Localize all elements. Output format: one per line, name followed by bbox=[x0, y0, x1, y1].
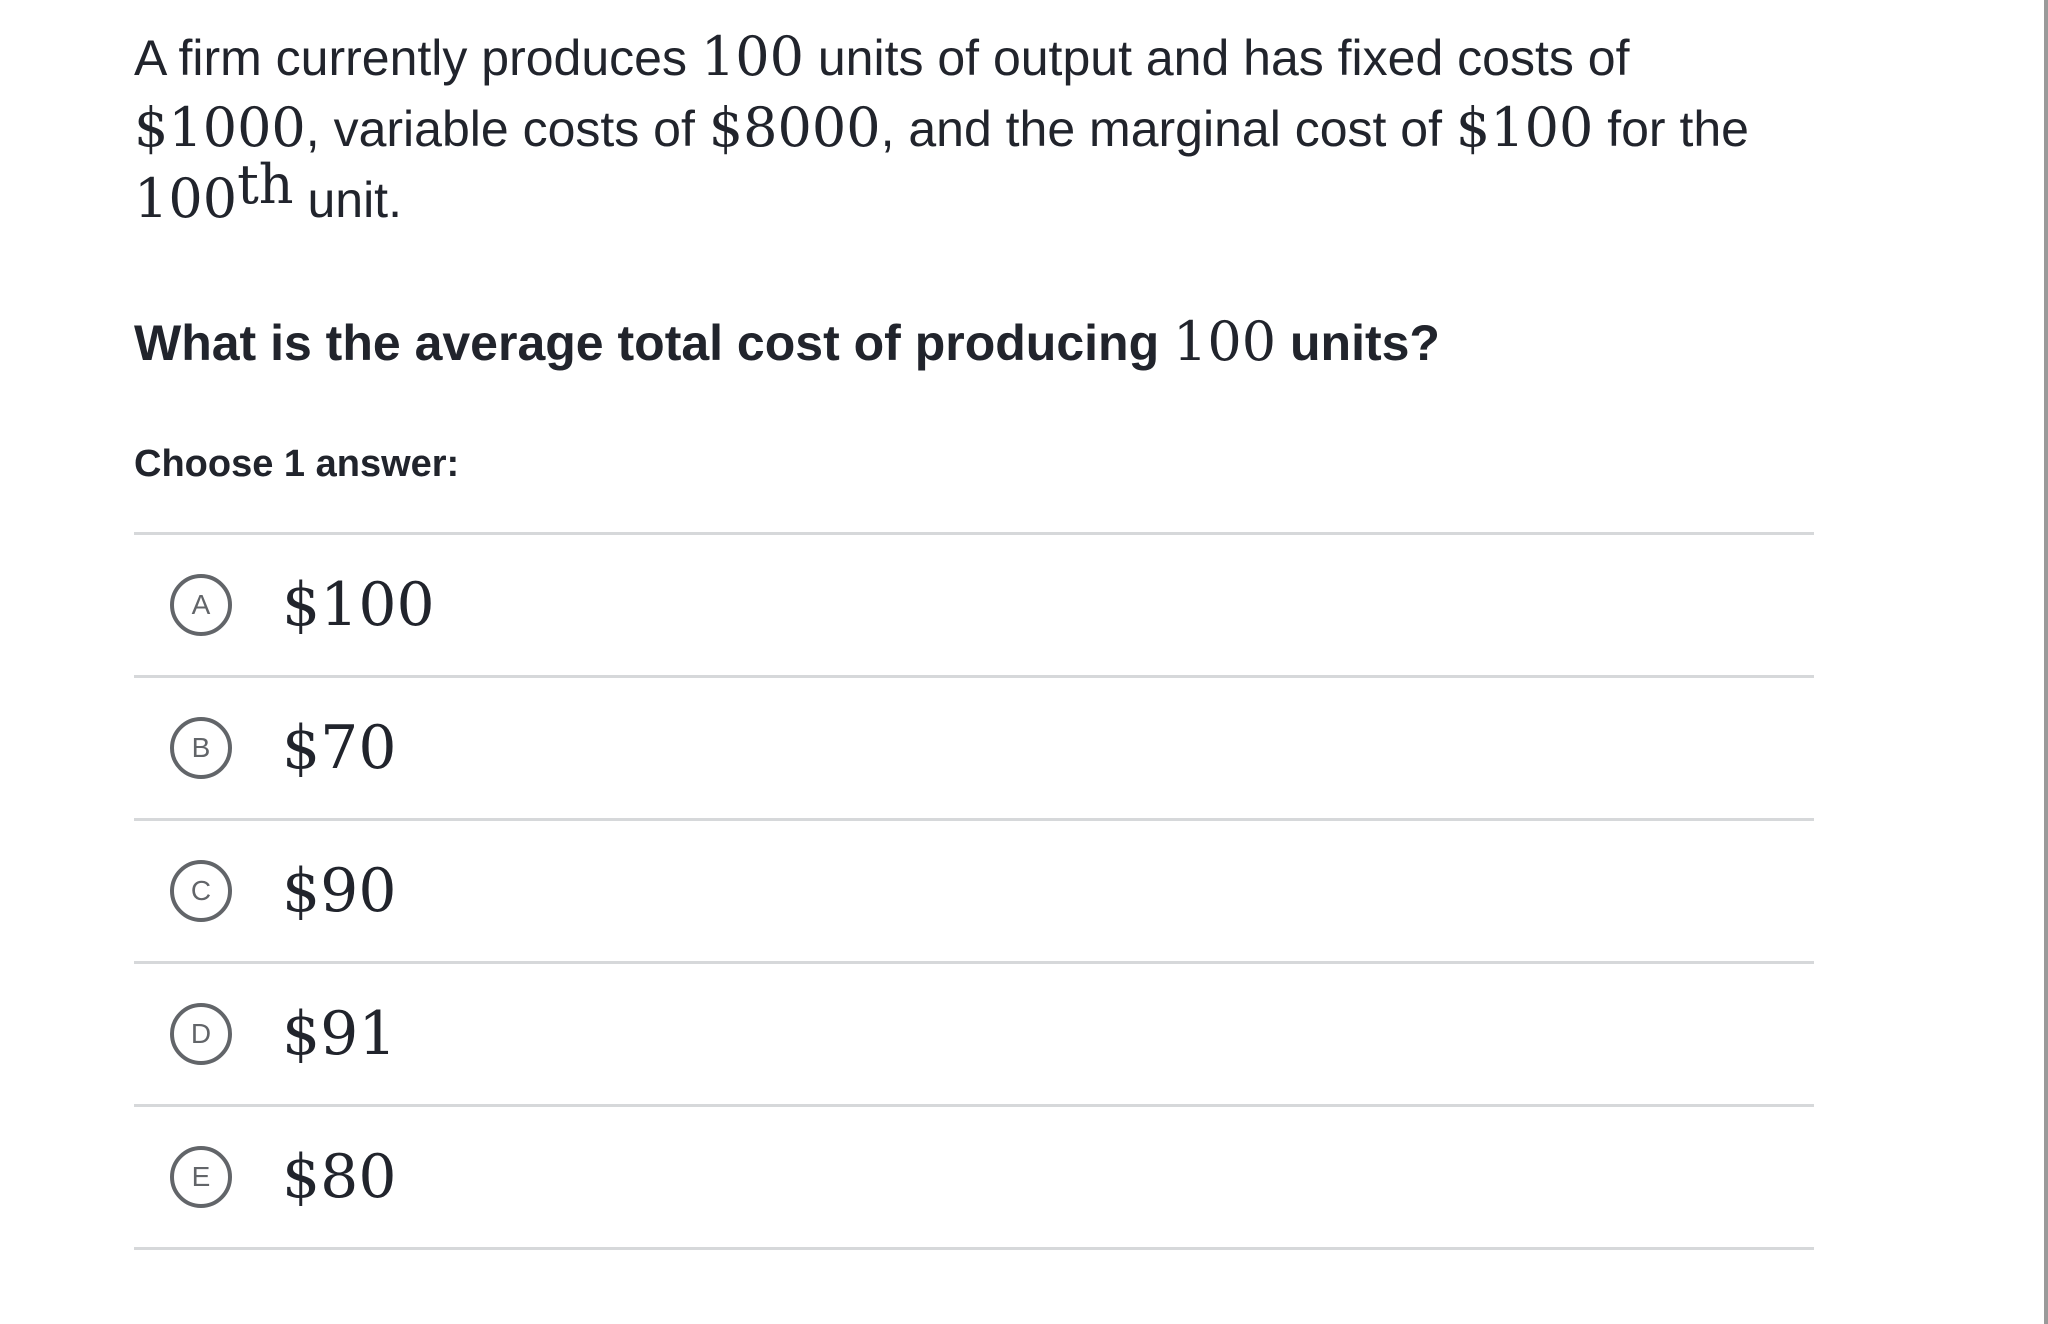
choice-value: $91 bbox=[282, 999, 397, 1069]
choice-d[interactable]: D $91 bbox=[134, 964, 1814, 1107]
problem-superscript: th bbox=[237, 153, 294, 216]
right-edge-divider bbox=[2044, 0, 2048, 1324]
problem-math: $8000 bbox=[708, 96, 881, 159]
problem-text: , variable costs of bbox=[305, 101, 709, 157]
choice-letter-circle: B bbox=[170, 717, 232, 779]
question-text: What is the average total cost of produc… bbox=[134, 307, 1814, 378]
choice-letter-circle: A bbox=[170, 574, 232, 636]
choice-value: $70 bbox=[282, 713, 397, 783]
problem-text: A firm currently produces bbox=[134, 30, 701, 86]
choice-c[interactable]: C $90 bbox=[134, 821, 1814, 964]
problem-math: $100 bbox=[1455, 96, 1594, 159]
question-part: units? bbox=[1276, 315, 1440, 371]
problem-statement: A firm currently produces 100 units of o… bbox=[134, 22, 1814, 235]
problem-text: , and the marginal cost of bbox=[880, 101, 1456, 157]
problem-math: 100 bbox=[134, 167, 238, 230]
choice-letter-circle: C bbox=[170, 860, 232, 922]
choice-letter-circle: D bbox=[170, 1003, 232, 1065]
choice-b[interactable]: B $70 bbox=[134, 678, 1814, 821]
problem-text: units of output and has fixed costs of bbox=[803, 30, 1630, 86]
question-math: 100 bbox=[1173, 310, 1277, 373]
choice-value: $80 bbox=[282, 1142, 397, 1212]
choice-a[interactable]: A $100 bbox=[134, 535, 1814, 678]
choice-letter-circle: E bbox=[170, 1146, 232, 1208]
question-part: What is the average total cost of produc… bbox=[134, 315, 1174, 371]
problem-math: 100 bbox=[700, 25, 804, 88]
choice-value: $90 bbox=[282, 856, 397, 926]
choice-e[interactable]: E $80 bbox=[134, 1107, 1814, 1250]
exercise-content: A firm currently produces 100 units of o… bbox=[134, 22, 1814, 492]
answer-prompt: Choose 1 answer: bbox=[134, 443, 460, 485]
choice-value: $100 bbox=[282, 570, 435, 640]
answer-choices: A $100 B $70 C $90 D $91 E $80 bbox=[134, 532, 1814, 1250]
problem-text: for the bbox=[1593, 101, 1749, 157]
problem-text: unit. bbox=[293, 172, 402, 228]
problem-math: $1000 bbox=[134, 96, 306, 159]
